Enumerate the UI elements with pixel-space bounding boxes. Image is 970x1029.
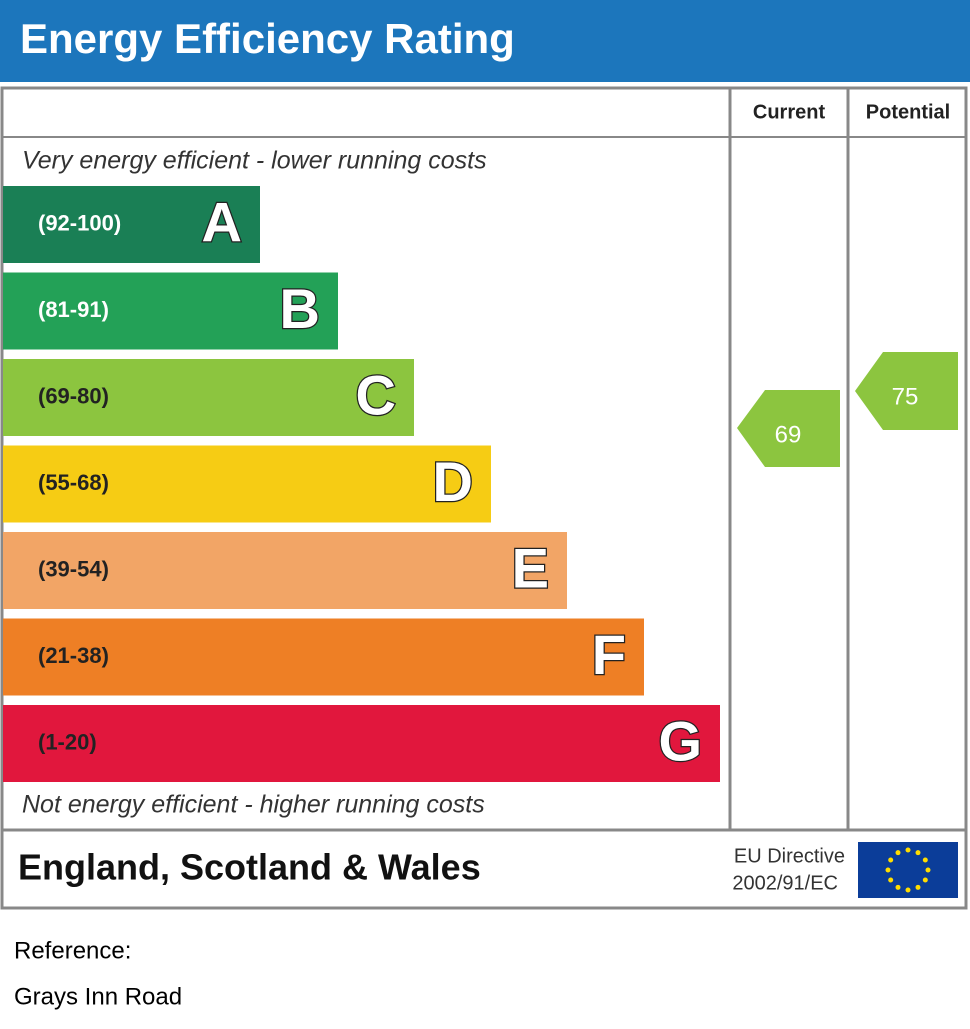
band-range: (39-54) <box>38 556 109 581</box>
column-header: Current <box>753 101 826 123</box>
frame <box>0 86 968 910</box>
band-range: (69-80) <box>38 383 109 408</box>
eu-star <box>895 850 901 856</box>
eu-star <box>888 857 894 863</box>
band <box>3 359 414 436</box>
eu-star <box>895 884 901 890</box>
column-header: Potential <box>866 101 950 123</box>
region: England, Scotland & Wales <box>18 847 481 888</box>
bottom-note: Not energy efficient - higher running co… <box>22 791 485 819</box>
eu-star <box>905 887 911 893</box>
band-letter: A <box>202 190 242 253</box>
band-range: (81-91) <box>38 297 109 322</box>
band <box>3 186 260 263</box>
reference-text: Grays Inn Road <box>14 983 182 1010</box>
band-letter: D <box>433 450 473 513</box>
band-range: (55-68) <box>38 470 109 495</box>
current-value: 69 <box>775 421 802 448</box>
band-range: (21-38) <box>38 643 109 668</box>
eu-star <box>922 877 928 883</box>
band-letter: G <box>658 709 702 772</box>
title: Energy Efficiency Rating <box>20 15 515 62</box>
potential-arrow <box>855 352 958 430</box>
band-range: (1-20) <box>38 729 97 754</box>
directive: 2002/91/EC <box>732 872 838 894</box>
reference-label: Reference: <box>14 937 131 964</box>
directive: EU Directive <box>734 845 845 867</box>
band-letter: C <box>356 363 396 426</box>
title-bar <box>0 0 970 82</box>
eu-star <box>915 850 921 856</box>
band <box>3 272 338 350</box>
eu-star <box>925 867 931 873</box>
band-letter: F <box>592 623 626 686</box>
current-arrow <box>737 390 840 467</box>
eu-star <box>888 877 894 883</box>
band-range: (92-100) <box>38 210 121 235</box>
eu-star <box>922 857 928 863</box>
eu-star <box>915 884 921 890</box>
eu-star <box>885 867 891 873</box>
band <box>3 445 491 523</box>
band-letter: B <box>280 277 320 340</box>
band <box>3 705 720 782</box>
band <box>3 618 644 696</box>
eu-star <box>905 847 911 853</box>
eu-stars <box>885 847 931 893</box>
potential-value: 75 <box>892 383 919 410</box>
band-letter: E <box>512 536 549 599</box>
band <box>3 532 567 609</box>
top-note: Very energy efficient - lower running co… <box>22 147 487 175</box>
